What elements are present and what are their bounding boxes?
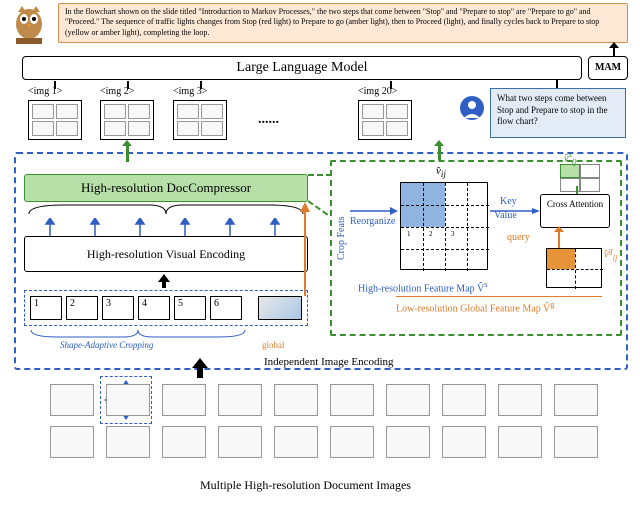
user-query-text: What two steps come between Stop and Pre… [497,93,607,126]
arrow-reorganize [350,206,398,216]
crop-4: 4 [138,296,170,320]
crop-5: 5 [174,296,206,320]
v-ij-s-label: v̂sij [564,150,576,166]
brace-icon [24,202,308,216]
arrow-to-region [192,358,208,378]
doccompressor-box: High-resolution DocCompressor [24,174,308,202]
visenc-label: High-resolution Visual Encoding [87,247,245,261]
img-token-box-1 [28,100,82,140]
crop-3: 3 [102,296,134,320]
doccompressor-label: High-resolution DocCompressor [81,180,251,195]
crop-2: 2 [66,296,98,320]
answer-text: In the flowchart shown on the slide titl… [65,7,599,37]
v-ij-g-label: v̂gij [604,246,617,262]
v-ij-s-thumb [560,164,600,192]
multiple-label: Multiple High-resolution Document Images [200,478,411,493]
arrow-query-up [556,80,558,88]
lr-map-label: Low-resolution Global Feature Map V̂g [396,300,554,314]
visenc-box: High-resolution Visual Encoding [24,236,308,272]
arrow-green-up-head [434,140,444,146]
query-label: query [507,232,530,243]
arrow-kv [490,206,540,208]
crop-6-label: 6 [214,298,219,309]
arrow-green-up [438,144,441,160]
llm-box: Large Language Model [22,56,582,80]
user-query-box: What two steps come between Stop and Pre… [490,88,626,138]
crop-5-label: 5 [178,298,183,309]
global-label: global [262,340,285,350]
llm-label: Large Language Model [236,60,367,75]
hr-map-label: High-resolution Feature Map V̂s [358,280,487,294]
img-token-label-2: <img 2> [100,86,134,97]
shape-adaptive-label: Shape-Adaptive Cropping [60,340,153,350]
mam-box: MAM [588,56,628,80]
img-token-box-3 [173,100,227,140]
crop-global [258,296,302,320]
v-ij-hat: v̂ij [436,165,446,179]
lr-grid [546,248,602,288]
img-token-label-1: <img 1> [28,86,62,97]
orange-line [396,296,602,297]
reorganize-label: Reorganize [350,216,395,227]
green-dash-connector-top [308,174,332,176]
crop-1-label: 1 [34,298,39,309]
arrow-llm-up-head [609,42,619,48]
img-token-box-20 [358,100,412,140]
user-icon [460,96,484,120]
hr-grid: 1 2 3 [400,182,488,270]
img-token-label-20: <img 20> [358,86,397,97]
arrows-visenc-up [40,218,290,236]
cross-attention-box: Cross Attention [540,194,610,228]
crop-6: 6 [210,296,242,320]
img-token-box-2 [100,100,154,140]
crop-2-label: 2 [70,298,75,309]
arrow-doccomp-up [126,144,129,162]
cross-attention-label: Cross Attention [547,199,603,209]
crop-1: 1 [30,296,62,320]
doc-thumbnails [20,382,624,462]
arrow-doccomp-up-head [122,140,132,146]
dots: ...... [258,112,279,128]
img-token-label-3: <img 3> [173,86,207,97]
arrow-global-up [298,202,312,296]
brace-crops [28,330,248,340]
arrow-to-visenc [158,274,170,288]
owl-icon [6,4,52,46]
crop-3-label: 3 [106,298,111,309]
mam-label: MAM [595,62,621,73]
arrow-cross-up [576,186,578,194]
crop-4-label: 4 [142,298,147,309]
arrow-query-head [554,226,564,232]
independent-label: Independent Image Encoding [264,356,394,368]
crop-feats-label: Crop Feats [336,216,347,260]
answer-box: In the flowchart shown on the slide titl… [58,3,628,43]
